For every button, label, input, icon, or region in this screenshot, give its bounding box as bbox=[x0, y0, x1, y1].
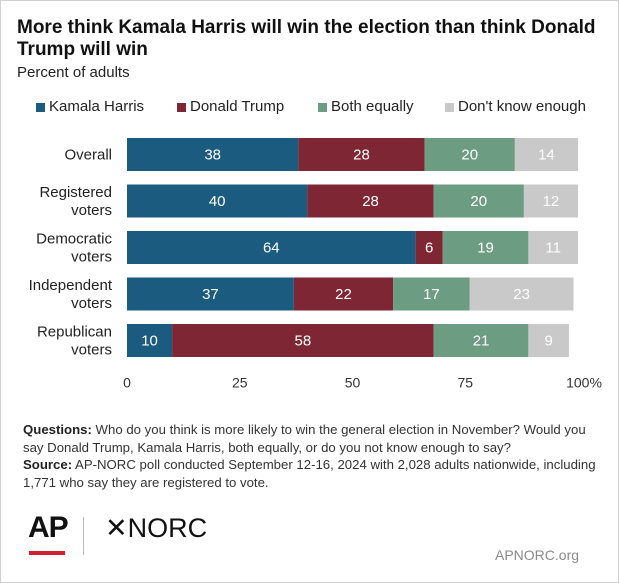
bar-kamala-harris-independent-voters bbox=[127, 277, 294, 311]
ap-logo: AP bbox=[28, 511, 69, 544]
data-label-donald-trump-republican-voters: 58 bbox=[295, 333, 312, 350]
bar-both-equally-democratic-voters bbox=[442, 231, 529, 264]
ap-logo-bar bbox=[29, 551, 65, 555]
bar-donald-trump-registered-voters bbox=[307, 184, 434, 218]
data-label-don-t-know-enough-overall: 14 bbox=[538, 147, 555, 164]
category-label-overall: Overall bbox=[64, 147, 112, 164]
legend-label-both-equally: Both equally bbox=[331, 98, 414, 115]
source-label: Source: bbox=[23, 457, 73, 472]
legend-label-kamala-harris: Kamala Harris bbox=[49, 98, 145, 115]
bar-both-equally-overall bbox=[424, 138, 515, 171]
chart-title: More think Kamala Harris will win the el… bbox=[17, 17, 596, 60]
questions-label: Questions: bbox=[23, 422, 92, 437]
legend-label-dont-know-enough: Don't know enough bbox=[458, 98, 586, 115]
data-label-donald-trump-registered-voters: 28 bbox=[362, 193, 379, 210]
data-label-don-t-know-enough-republican-voters: 9 bbox=[545, 333, 553, 350]
bar-donald-trump-democratic-voters bbox=[415, 231, 443, 264]
bar-don-t-know-enough-overall bbox=[514, 138, 578, 171]
legend-label-donald-trump: Donald Trump bbox=[190, 98, 285, 115]
data-label-kamala-harris-republican-voters: 10 bbox=[141, 333, 158, 350]
chart-subtitle: Percent of adults bbox=[17, 64, 130, 81]
legend-swatch-both-equally bbox=[318, 103, 327, 112]
site-link: APNORC.org bbox=[495, 547, 580, 563]
stacked-bar-chart: Overall 38 28 20 14 Registered voters 40 28 20 12 D… bbox=[29, 138, 602, 391]
x-tick-label-0: 0 bbox=[123, 375, 131, 391]
category-label-democratic-voters: Democratic voters bbox=[36, 231, 112, 266]
x-tick-label-50: 50 bbox=[345, 375, 361, 391]
data-label-kamala-harris-democratic-voters: 64 bbox=[263, 240, 280, 257]
bar-don-t-know-enough-democratic-voters bbox=[528, 231, 578, 264]
data-label-donald-trump-democratic-voters: 6 bbox=[425, 240, 433, 257]
bar-don-t-know-enough-republican-voters bbox=[528, 324, 569, 357]
data-label-kamala-harris-independent-voters: 37 bbox=[202, 286, 219, 303]
bar-kamala-harris-republican-voters bbox=[127, 324, 173, 357]
data-label-both-equally-independent-voters: 17 bbox=[423, 286, 440, 303]
data-label-don-t-know-enough-democratic-voters: 11 bbox=[545, 240, 561, 257]
bar-donald-trump-independent-voters bbox=[293, 277, 394, 311]
bar-donald-trump-overall bbox=[298, 138, 425, 171]
bar-both-equally-independent-voters bbox=[393, 277, 470, 311]
bar-kamala-harris-registered-voters bbox=[127, 184, 308, 218]
bar-kamala-harris-overall bbox=[127, 138, 299, 171]
data-label-don-t-know-enough-registered-voters: 12 bbox=[543, 193, 560, 210]
logo-divider bbox=[83, 517, 84, 555]
bar-don-t-know-enough-independent-voters bbox=[469, 277, 574, 311]
bar-both-equally-registered-voters bbox=[433, 184, 524, 218]
category-label-republican-voters: Republican voters bbox=[37, 324, 112, 359]
data-label-kamala-harris-overall: 38 bbox=[204, 147, 221, 164]
data-label-both-equally-overall: 20 bbox=[461, 147, 478, 164]
source-text: AP-NORC poll conducted September 12-16, … bbox=[23, 457, 596, 490]
x-tick-label-75: 75 bbox=[457, 375, 473, 391]
norc-logo: ✕NORC bbox=[105, 513, 208, 543]
bar-kamala-harris-democratic-voters bbox=[127, 231, 416, 264]
data-label-don-t-know-enough-independent-voters: 23 bbox=[513, 286, 530, 303]
legend-swatch-donald-trump bbox=[177, 103, 186, 112]
category-label-independent-voters: Independent voters bbox=[29, 277, 113, 312]
bar-both-equally-republican-voters bbox=[433, 324, 529, 357]
bar-donald-trump-republican-voters bbox=[172, 324, 434, 357]
category-label-registered-voters: Registered voters bbox=[39, 184, 112, 219]
data-label-kamala-harris-registered-voters: 40 bbox=[209, 193, 226, 210]
legend-swatch-kamala-harris bbox=[36, 103, 45, 112]
x-tick-label-100: 100% bbox=[566, 375, 602, 391]
legend-swatch-dont-know-enough bbox=[445, 103, 454, 112]
data-label-both-equally-democratic-voters: 19 bbox=[477, 240, 494, 257]
x-tick-label-25: 25 bbox=[232, 375, 248, 391]
bar-don-t-know-enough-registered-voters bbox=[523, 184, 578, 218]
data-label-both-equally-registered-voters: 20 bbox=[470, 193, 487, 210]
data-label-donald-trump-independent-voters: 22 bbox=[335, 286, 352, 303]
chart-notes: Questions: Who do you think is more like… bbox=[23, 421, 603, 491]
data-label-both-equally-republican-voters: 21 bbox=[473, 333, 490, 350]
data-label-donald-trump-overall: 28 bbox=[353, 147, 370, 164]
questions-text: Who do you think is more likely to win t… bbox=[23, 422, 586, 455]
